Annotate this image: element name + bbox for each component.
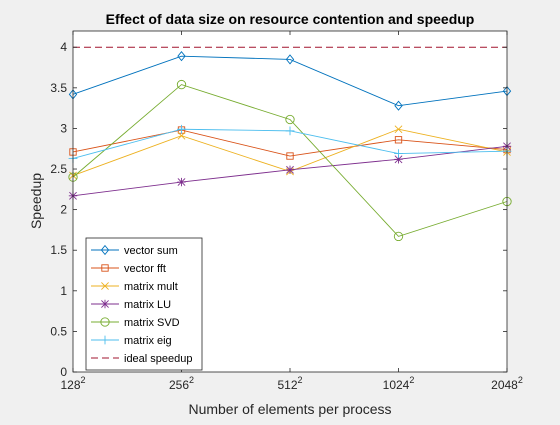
data-point-matrix-svd (393, 231, 404, 242)
data-point-matrix-svd (285, 114, 295, 125)
x-tick-label: 5122 (277, 375, 302, 392)
legend-label: matrix mult (124, 281, 178, 293)
series-layer (68, 46, 512, 242)
series-line-vector-fft (72, 129, 508, 157)
legend-item-vector-fft: vector fft (91, 263, 166, 275)
y-tick-label: 0 (60, 365, 67, 379)
y-tick-label: 2.5 (50, 162, 67, 176)
legend-item-matrix-lu: matrix LU (91, 299, 171, 311)
x-tick-label: 2562 (169, 375, 194, 392)
legend-marker (101, 264, 109, 272)
legend-label: vector sum (124, 245, 178, 257)
data-point-matrix-mult (177, 131, 186, 140)
data-point-matrix-eig (285, 126, 295, 136)
x-axis-label: Number of elements per process (188, 401, 391, 417)
data-point-vector-fft (286, 152, 294, 160)
series-matrix-svd (68, 79, 512, 242)
data-point-vector-sum (177, 51, 186, 62)
x-tick-label: 20482 (491, 375, 523, 392)
data-point-matrix-eig (177, 124, 186, 134)
legend-marker (100, 335, 110, 345)
data-point-matrix-lu (285, 165, 295, 175)
y-axis-label: Speedup (28, 173, 44, 229)
legend-marker (100, 244, 110, 256)
series-line-vector-sum (72, 55, 508, 107)
data-point-matrix-mult (394, 125, 403, 134)
x-tick-label: 1282 (60, 375, 85, 392)
data-point-matrix-lu (177, 177, 186, 187)
data-point-matrix-svd (176, 79, 187, 90)
legend-marker (100, 299, 110, 309)
legend-marker (101, 282, 109, 290)
y-tick-label: 1.5 (50, 243, 67, 257)
data-point-vector-fft (394, 136, 403, 144)
legend-item-matrix-mult: matrix mult (91, 281, 178, 293)
y-tick-label: 0.5 (50, 324, 67, 338)
x-axis: 1282 2562 5122 10242 20482 (60, 31, 523, 392)
legend-label: ideal speedup (124, 353, 193, 365)
series-line-matrix-svd (72, 84, 508, 237)
x-tick-label: 10242 (383, 375, 415, 392)
legend-item-ideal-speedup: ideal speedup (91, 353, 193, 365)
legend-marker (100, 317, 110, 327)
y-axis: 0 0.5 1 1.5 2 2.5 3 3.5 4 (50, 40, 507, 379)
legend: vector sum vector fft matrix mult matrix LU… (85, 237, 203, 371)
legend-label: matrix eig (124, 335, 172, 347)
y-tick-label: 3.5 (50, 81, 67, 95)
data-point-matrix-lu (394, 155, 403, 164)
legend-label: matrix LU (124, 299, 171, 311)
legend-item-vector-sum: vector sum (91, 244, 178, 257)
legend-label: matrix SVD (124, 317, 180, 329)
chart-title: Effect of data size on resource contenti… (106, 11, 475, 27)
legend-item-matrix-svd: matrix SVD (91, 317, 180, 329)
data-point-vector-sum (285, 54, 295, 65)
legend-item-matrix-eig: matrix eig (91, 335, 172, 347)
y-tick-label: 4 (60, 40, 67, 54)
y-tick-label: 2 (60, 203, 67, 217)
y-tick-label: 1 (60, 284, 67, 298)
y-tick-label: 3 (60, 121, 67, 135)
legend-label: vector fft (124, 263, 166, 275)
data-point-vector-sum (394, 100, 403, 111)
data-point-matrix-eig (394, 149, 403, 158)
